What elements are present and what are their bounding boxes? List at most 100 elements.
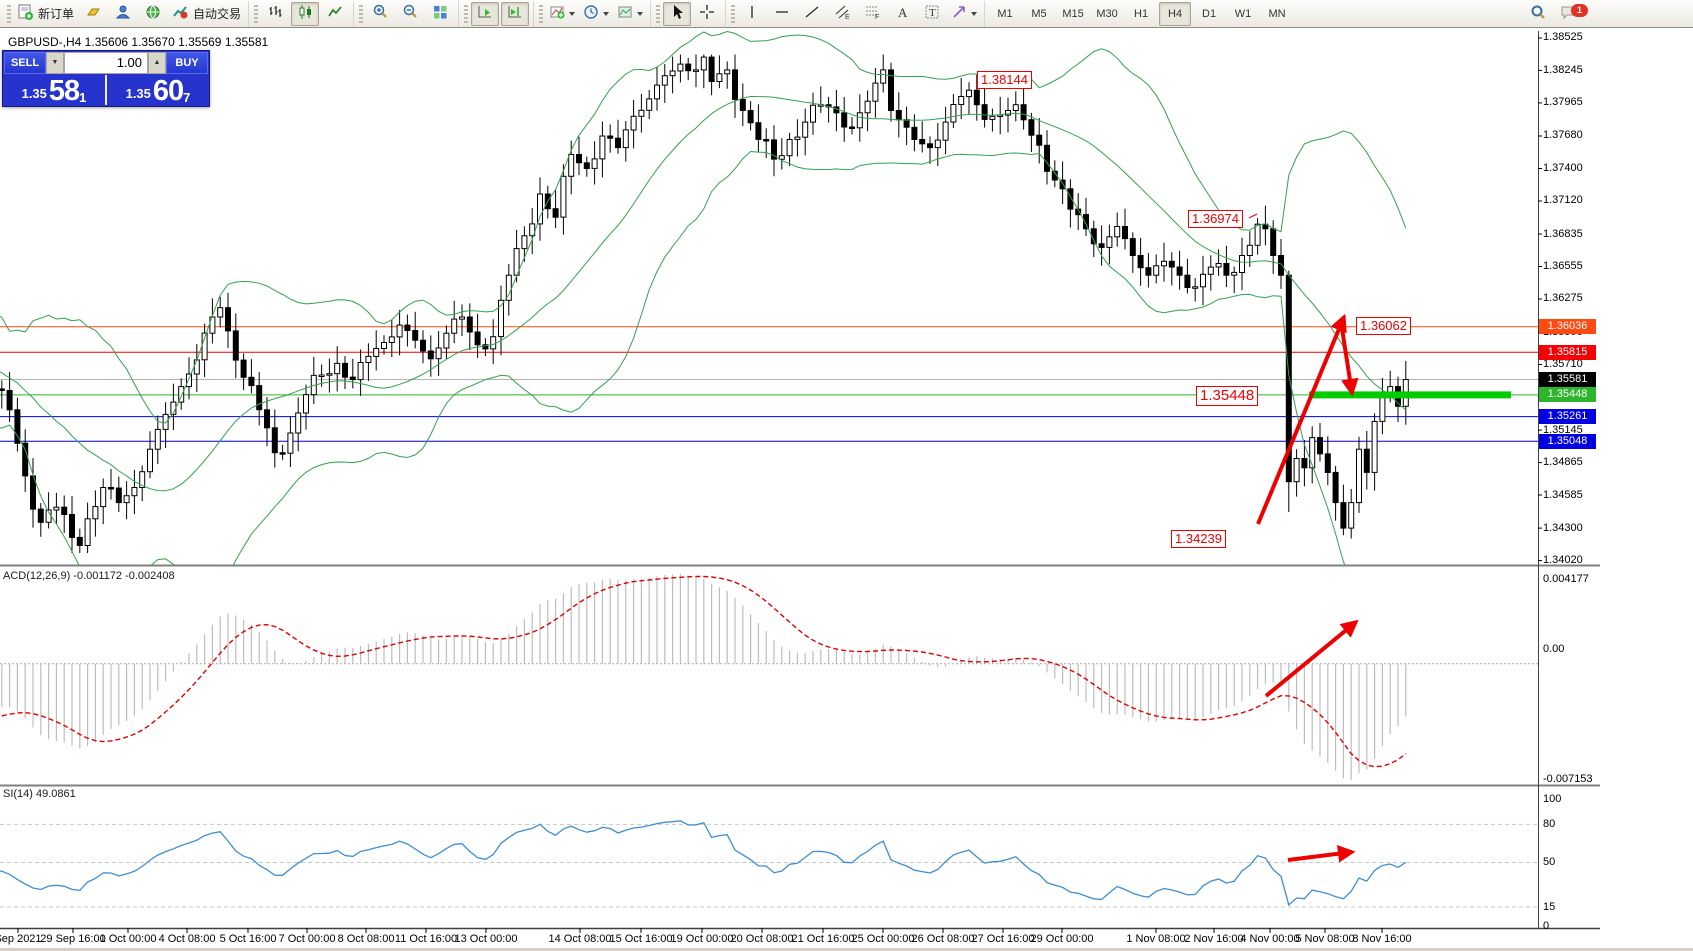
time-axis-label: 29 Sep 16:00 [40,933,106,945]
timeframe-mn[interactable]: MN [1268,7,1286,20]
one-click-trading-panel: SELL ▼ 1.00 ▲ BUY 1.35 58 1 1.35 60 7 [2,50,210,107]
news-button[interactable] [139,2,167,26]
new-order-button[interactable]: 新订单 [14,2,77,26]
fibonacci-button[interactable]: F [858,2,886,26]
crosshair-button[interactable] [693,2,721,26]
price-line-axis-label: 1.35048 [1539,434,1596,449]
time-axis-label: 5 Oct 16:00 [219,933,277,945]
auto-scroll-icon [477,4,494,23]
sell-price[interactable]: 1.35 58 1 [3,75,107,107]
trendline-button[interactable] [798,2,826,26]
volume-input[interactable]: 1.00 [64,52,148,74]
time-axis-label: Sep 2021 [0,933,42,945]
toolbar: 新订单 自动交易 E F A T M1 M5 M15 M30 H1 H4 D1 W1 MN 1 [0,0,1693,28]
timeframe-h1[interactable]: H1 [1134,7,1149,20]
chart-ohlc-header: GBPUSD-,H4 1.35606 1.35670 1.35569 1.355… [8,35,269,49]
sell-button[interactable]: SELL [4,52,46,74]
timeframe-d1[interactable]: D1 [1202,7,1217,20]
zoom-out-button[interactable] [396,2,424,26]
price-axis-tick: 1.35710 [1543,358,1583,370]
line-chart-icon [327,4,344,23]
text-label-button[interactable]: T [918,2,946,26]
timeframe-m15[interactable]: M15 [1062,7,1084,20]
channel-button[interactable]: E [828,2,856,26]
toolbar-group-2 [353,0,458,27]
bars-chart-button[interactable] [261,2,289,26]
cursor-button[interactable] [663,1,692,26]
notifications-button[interactable]: 1 [1554,2,1588,26]
profile-button[interactable] [109,2,137,26]
time-axis-label: 1 Oct 00:00 [99,933,157,945]
gold-button[interactable] [79,2,107,26]
timeframe-w1[interactable]: W1 [1234,7,1252,20]
candles-chart-icon [297,4,314,23]
time-axis-label: 21 Oct 16:00 [791,933,855,945]
gold-icon [85,4,102,23]
toolbar-right: 1 [1523,2,1693,26]
time-axis-label: 27 Oct 16:00 [971,933,1035,945]
timeframe-m1[interactable]: M1 [997,7,1013,20]
hline-button[interactable] [768,2,796,26]
timeframe-m30[interactable]: M30 [1096,7,1118,20]
templates-button[interactable] [614,2,646,26]
price-axis-tick: 1.34865 [1543,456,1583,468]
periods-button[interactable] [580,2,612,26]
volume-increase-button[interactable]: ▲ [148,52,166,74]
buy-price-sup: 7 [183,90,191,105]
candles-chart-button[interactable] [291,1,320,26]
indicators-icon [549,4,566,23]
svg-text:T: T [929,7,936,19]
sell-price-sup: 1 [79,90,87,105]
rsi-axis-label: 0 [1543,920,1550,932]
toolbar-grip [464,4,469,23]
time-axis-label: 4 Oct 08:00 [158,933,216,945]
timeframe-h4[interactable]: H4 [1159,1,1192,26]
rsi-axis-label: 15 [1543,901,1556,913]
indicators-button[interactable] [546,2,578,26]
fibonacci-icon: F [864,4,881,23]
toolbar-grip [539,4,544,23]
price-line-axis-label: 1.35448 [1539,387,1596,402]
time-axis-label: 13 Oct 00:00 [454,933,518,945]
buy-price[interactable]: 1.35 60 7 [107,75,209,106]
macd-axis-label: 0.00 [1543,643,1565,655]
zoom-in-button[interactable] [366,2,394,26]
new-order-icon [17,4,34,23]
time-axis-label: 4 Nov 00:00 [1240,933,1300,945]
search-button[interactable] [1524,2,1552,26]
chevron-down-icon [569,11,576,16]
autotrade-button[interactable]: 自动交易 [169,2,244,26]
vline-button[interactable] [738,2,766,26]
sell-price-big: 58 [48,75,80,107]
time-axis-label: 8 Oct 08:00 [337,933,395,945]
arrows-button[interactable] [948,2,980,26]
timeframe-m5[interactable]: M5 [1031,7,1047,20]
price-axis-tick: 1.37965 [1543,96,1583,108]
new-order-label: 新订单 [38,7,75,21]
trendline-icon [804,4,821,23]
line-chart-button[interactable] [321,2,349,26]
toolbar-group-4 [533,0,650,27]
tile-windows-button[interactable] [426,2,454,26]
toolbar-grip [656,4,661,23]
chart-shift-icon [507,4,524,23]
rsi-axis-label: 50 [1543,856,1556,868]
toolbar-group-5 [650,0,725,27]
time-axis-label: 11 Oct 16:00 [394,933,458,945]
buy-button[interactable]: BUY [166,52,208,74]
price-axis-tick: 1.34020 [1543,554,1583,566]
volume-decrease-button[interactable]: ▼ [46,52,64,74]
macd-indicator-label: ACD(12,26,9) -0.001172 -0.002408 [3,570,175,582]
rsi-axis-label: 100 [1543,793,1562,805]
chevron-down-icon [603,11,610,16]
price-axis-tick: 1.36555 [1543,260,1583,272]
horizontal-scrollbar[interactable] [0,948,1693,951]
chart-shift-button[interactable] [501,1,530,26]
time-axis-label: 2 Nov 16:00 [1184,933,1244,945]
auto-scroll-button[interactable] [471,1,500,26]
price-annotation-label: 1.38144 [977,71,1032,89]
time-axis-label: 15 Oct 16:00 [609,933,673,945]
text-button[interactable]: A [888,2,916,26]
price-axis-tick: 1.38245 [1543,64,1583,76]
